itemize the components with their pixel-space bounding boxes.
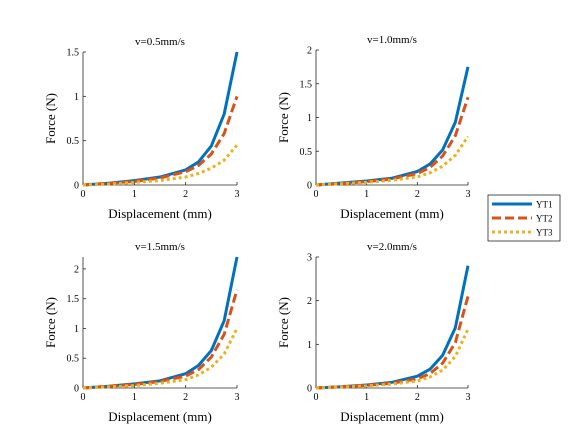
y-tick-label: 3 bbox=[307, 253, 312, 264]
series-line-yt1 bbox=[315, 66, 470, 187]
x-axis-label: Displacement (mm) bbox=[340, 409, 444, 424]
y-axis-label: Force (N) bbox=[276, 297, 291, 348]
legend-label-yt1: YT1 bbox=[536, 200, 553, 210]
subplot-title: v=1.0mm/s bbox=[367, 34, 417, 46]
x-tick-label: 3 bbox=[466, 392, 471, 403]
subplot-title: v=0.5mm/s bbox=[135, 36, 185, 48]
x-axis-label: Displacement (mm) bbox=[108, 206, 212, 221]
y-tick-label: 1.5 bbox=[67, 294, 80, 305]
x-axis-label: Displacement (mm) bbox=[340, 206, 444, 221]
y-tick-label: 1 bbox=[307, 340, 312, 351]
subplot-4: v=2.0mm/s 0 1 2 3 0 1 2 3 Displacement (mm) Force … bbox=[276, 241, 471, 424]
subplot-1: v=0.5mm/s 0 1 2 3 0 0.5 1 1.5 Displacement (mm) Fo… bbox=[43, 36, 240, 221]
x-tick-label: 1 bbox=[364, 392, 369, 403]
series-line-yt3 bbox=[82, 327, 239, 390]
series-line-yt1 bbox=[82, 256, 239, 390]
x-tick-label: 0 bbox=[314, 189, 319, 200]
x-tick-label: 2 bbox=[183, 392, 188, 403]
x-tick-label: 2 bbox=[183, 189, 188, 200]
y-tick-label: 0.5 bbox=[67, 136, 80, 147]
series-line-yt2 bbox=[315, 295, 470, 390]
y-axis-label: Force (N) bbox=[43, 93, 58, 144]
x-tick-label: 3 bbox=[235, 189, 240, 200]
y-tick-label: 0 bbox=[307, 384, 312, 395]
series-line-yt2 bbox=[82, 95, 239, 187]
y-tick-label: 0 bbox=[74, 384, 79, 395]
y-tick-label: 1 bbox=[74, 324, 79, 335]
y-axis-label: Force (N) bbox=[43, 297, 58, 348]
y-tick-label: 2 bbox=[307, 46, 312, 57]
series-line-yt3 bbox=[82, 144, 239, 187]
x-tick-label: 1 bbox=[132, 392, 137, 403]
x-tick-label: 2 bbox=[415, 189, 420, 200]
y-tick-label: 0 bbox=[307, 181, 312, 192]
series-line-yt2 bbox=[82, 289, 239, 390]
x-tick-label: 0 bbox=[314, 392, 319, 403]
x-tick-label: 0 bbox=[81, 392, 86, 403]
y-tick-label: 1 bbox=[307, 113, 312, 124]
subplot-3: v=1.5mm/s 0 1 2 3 0 0.5 1 1.5 2 Displacement (mm) F… bbox=[43, 241, 240, 424]
series-line-yt3 bbox=[315, 135, 470, 187]
x-tick-label: 3 bbox=[235, 392, 240, 403]
y-tick-label: 2 bbox=[74, 264, 79, 275]
series-line-yt2 bbox=[315, 96, 470, 187]
subplot-title: v=2.0mm/s bbox=[367, 241, 417, 253]
y-tick-label: 2 bbox=[307, 296, 312, 307]
legend-label-yt2: YT2 bbox=[536, 214, 553, 224]
legend: YT1 YT2 YT3 bbox=[487, 194, 561, 242]
x-tick-label: 3 bbox=[466, 189, 471, 200]
y-tick-label: 1.5 bbox=[300, 79, 313, 90]
subplot-2: v=1.0mm/s 0 1 2 3 0 0.5 1 1.5 2 Displacement (mm) F… bbox=[276, 34, 471, 221]
y-axis-label: Force (N) bbox=[276, 92, 291, 143]
x-tick-label: 2 bbox=[415, 392, 420, 403]
y-tick-label: 1.5 bbox=[67, 48, 80, 59]
series-line-yt1 bbox=[315, 265, 470, 390]
x-tick-label: 1 bbox=[132, 189, 137, 200]
legend-label-yt3: YT3 bbox=[536, 228, 553, 238]
x-tick-label: 1 bbox=[364, 189, 369, 200]
y-tick-label: 0.5 bbox=[67, 354, 80, 365]
y-tick-label: 0.5 bbox=[300, 147, 313, 158]
y-tick-label: 0 bbox=[74, 181, 79, 192]
x-axis-label: Displacement (mm) bbox=[108, 409, 212, 424]
y-tick-label: 1 bbox=[74, 92, 79, 103]
x-tick-label: 0 bbox=[81, 189, 86, 200]
subplot-title: v=1.5mm/s bbox=[135, 241, 185, 253]
